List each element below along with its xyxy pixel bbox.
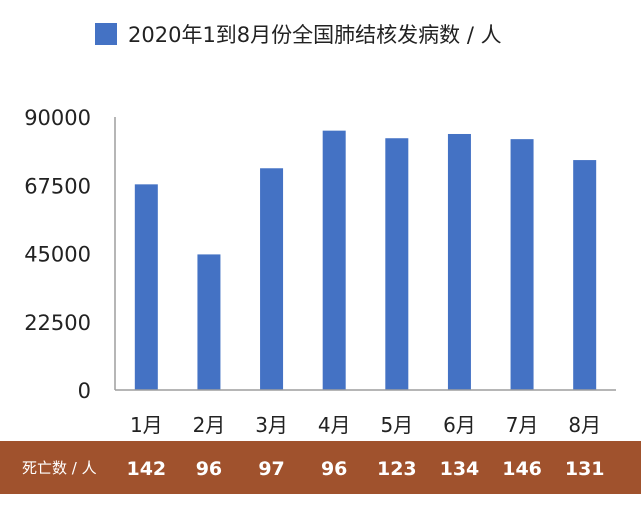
deaths-band (0, 441, 641, 494)
deaths-label: 死亡数 / 人 (22, 459, 97, 477)
bar (447, 133, 471, 390)
legend-swatch (95, 23, 117, 45)
y-axis-ticks: 0 22500 45000 67500 90000 (24, 106, 91, 403)
x-tick-label: 2月 (193, 413, 226, 437)
deaths-values: 142 96 97 96 123 134 146 131 (126, 458, 604, 480)
legend: 2020年1到8月份全国肺结核发病数 / 人 (95, 23, 502, 47)
legend-label: 2020年1到8月份全国肺结核发病数 / 人 (128, 23, 502, 47)
y-tick-label: 67500 (24, 174, 91, 198)
x-tick-label: 3月 (255, 413, 288, 437)
bar (197, 254, 221, 390)
bar (385, 138, 409, 390)
x-tick-label: 1月 (130, 413, 163, 437)
y-tick-label: 22500 (24, 311, 91, 335)
bar (260, 168, 284, 390)
deaths-value: 123 (377, 458, 417, 480)
x-tick-label: 6月 (443, 413, 476, 437)
x-tick-label: 4月 (318, 413, 351, 437)
x-axis-ticks: 1月 2月 3月 4月 5月 6月 7月 8月 (130, 413, 601, 437)
x-tick-label: 5月 (380, 413, 413, 437)
y-tick-label: 45000 (24, 243, 91, 267)
deaths-value: 146 (502, 458, 542, 480)
bar (510, 139, 534, 390)
deaths-value: 96 (196, 458, 222, 480)
deaths-value: 97 (258, 458, 284, 480)
deaths-value: 134 (440, 458, 480, 480)
x-tick-label: 8月 (568, 413, 601, 437)
bar (322, 130, 346, 390)
bar (573, 160, 597, 390)
bars (134, 130, 597, 390)
bar (134, 184, 158, 390)
x-tick-label: 7月 (506, 413, 539, 437)
y-tick-label: 0 (78, 379, 91, 403)
y-tick-label: 90000 (24, 106, 91, 130)
deaths-value: 96 (321, 458, 347, 480)
deaths-value: 142 (126, 458, 166, 480)
deaths-value: 131 (565, 458, 605, 480)
